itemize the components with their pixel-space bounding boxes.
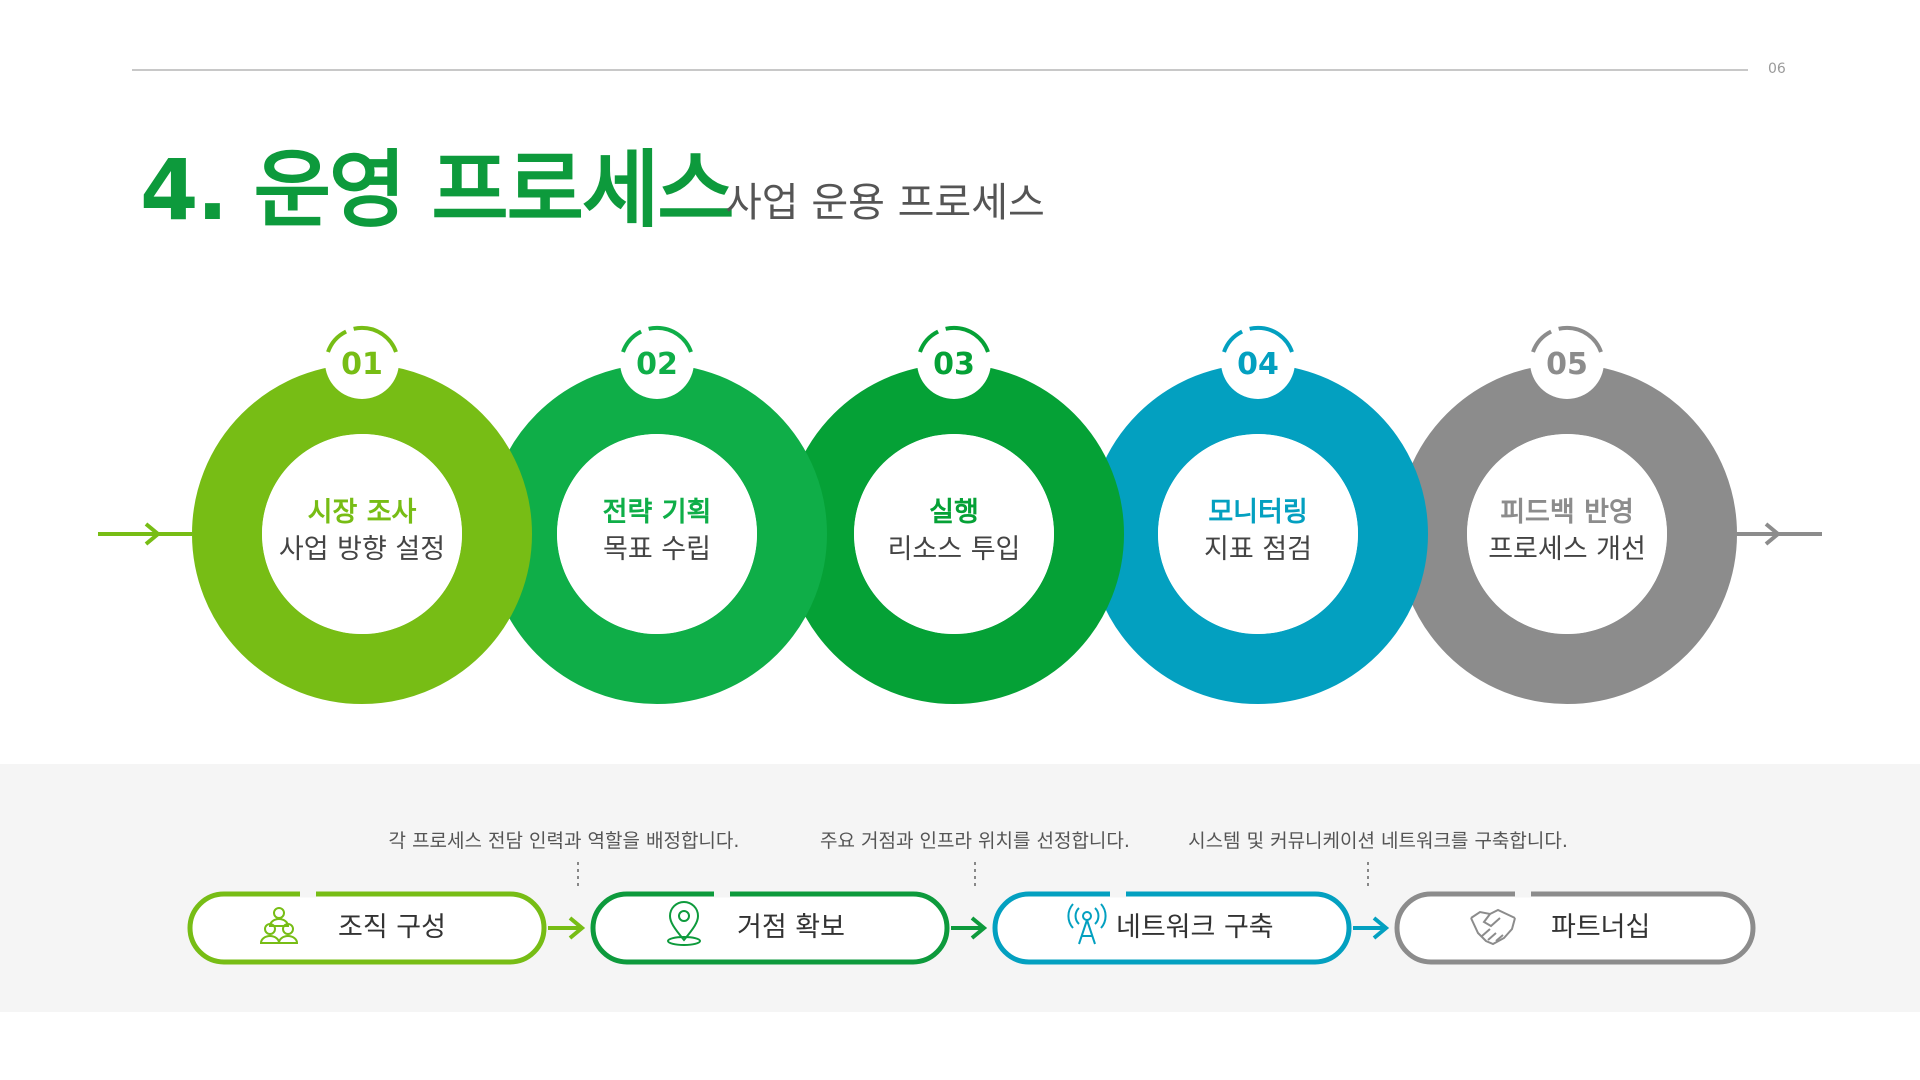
handshake-icon — [1470, 908, 1516, 946]
step-badge — [1221, 325, 1295, 399]
step-number: 05 — [1546, 347, 1588, 382]
step-badge-arc — [621, 325, 693, 353]
page-number: 06 — [1768, 61, 1786, 77]
flow-arrow-out — [1736, 522, 1822, 546]
step-subtitle: 프로세스 개선 — [1488, 534, 1646, 565]
step-subtitle: 목표 수립 — [603, 534, 711, 565]
step-badge — [325, 325, 399, 399]
step-title: 실행 — [929, 497, 979, 528]
step-inner — [262, 434, 462, 634]
pill-site — [590, 890, 950, 965]
step-4: 04 모니터링 지표 점검 — [1088, 325, 1428, 704]
step-badge — [620, 325, 694, 399]
bottom-band — [0, 764, 1920, 1012]
step-5: 05 피드백 반영 프로세스 개선 — [1397, 325, 1737, 704]
pill-org — [187, 890, 547, 965]
step-number: 02 — [636, 347, 678, 382]
pill-label-site: 거점 확보 — [737, 912, 845, 943]
step-3: 03 실행 리소스 투입 — [784, 325, 1124, 704]
step-title: 모니터링 — [1208, 497, 1307, 528]
step-badge — [1530, 325, 1604, 399]
pill-partner — [1394, 890, 1756, 965]
page-subtitle: 사업 운용 프로세스 — [725, 180, 1045, 226]
page-title: 4. 운영 프로세스 — [140, 141, 735, 239]
flow-arrow — [548, 916, 586, 940]
flow-arrow-in — [98, 522, 192, 546]
flow-arrow — [1353, 916, 1390, 940]
step-badge-arc — [918, 325, 990, 353]
step-inner — [854, 434, 1054, 634]
step-title: 전략 기획 — [603, 497, 712, 528]
pill-label-network: 네트워크 구축 — [1116, 912, 1274, 943]
step-badge-arc — [326, 325, 398, 353]
description-site: 주요 거점과 인프라 위치를 선정합니다. — [820, 830, 1130, 852]
flow-arrow — [951, 916, 988, 940]
pill-network — [992, 890, 1352, 965]
description-network: 시스템 및 커뮤니케이션 네트워크를 구축합니다. — [1188, 830, 1568, 852]
description-org: 각 프로세스 전담 인력과 역할을 배정합니다. — [388, 830, 740, 852]
people-icon — [259, 907, 299, 944]
top-divider — [132, 69, 1748, 71]
antenna-icon — [1067, 903, 1107, 945]
step-badge — [917, 325, 991, 399]
step-number: 01 — [341, 347, 383, 382]
step-subtitle: 리소스 투입 — [888, 534, 1021, 565]
pill-label-partner: 파트너십 — [1551, 912, 1651, 943]
step-1: 01 시장 조사 사업 방향 설정 — [192, 325, 532, 704]
step-subtitle: 지표 점검 — [1204, 534, 1312, 565]
step-subtitle: 사업 방향 설정 — [279, 534, 445, 565]
step-inner — [1467, 434, 1667, 634]
step-number: 03 — [933, 347, 975, 382]
step-2: 02 전략 기획 목표 수립 — [487, 325, 827, 704]
step-inner — [557, 434, 757, 634]
step-title: 시장 조사 — [308, 497, 417, 528]
step-number: 04 — [1237, 347, 1279, 382]
step-title: 피드백 반영 — [1500, 497, 1634, 528]
pill-label-org: 조직 구성 — [338, 912, 446, 943]
step-inner — [1158, 434, 1358, 634]
location-pin-icon — [667, 901, 701, 946]
step-badge-arc — [1222, 325, 1294, 353]
step-badge-arc — [1531, 325, 1603, 353]
